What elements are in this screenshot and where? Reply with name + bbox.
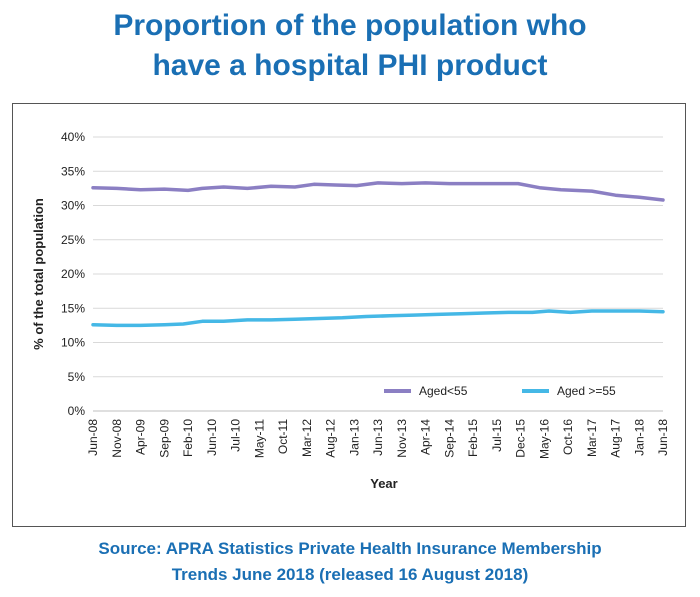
x-tick-label: May-11 bbox=[252, 419, 266, 458]
x-tick-label: Sep-09 bbox=[157, 419, 171, 458]
x-tick-label: Oct-11 bbox=[276, 419, 290, 454]
x-tick-label: Jan-13 bbox=[347, 419, 361, 456]
chart-frame bbox=[12, 103, 686, 527]
series-line-aged-under-55 bbox=[91, 181, 665, 202]
x-tick-label: Jan-18 bbox=[632, 419, 646, 456]
y-tick-label: 20% bbox=[61, 267, 85, 281]
x-tick-label: May-16 bbox=[537, 419, 551, 459]
source-line-2: Trends June 2018 (released 16 August 201… bbox=[171, 565, 529, 584]
x-tick-label: Dec-15 bbox=[514, 419, 528, 458]
x-tick-label: Jun-13 bbox=[371, 419, 385, 456]
x-tick-label: Aug-17 bbox=[609, 419, 623, 458]
x-tick-label: Nov-13 bbox=[395, 419, 409, 458]
x-tick-label: Nov-08 bbox=[110, 419, 124, 458]
x-tick-label: Mar-12 bbox=[300, 419, 314, 457]
y-tick-label: 35% bbox=[61, 164, 85, 178]
y-tick-label: 5% bbox=[68, 370, 86, 384]
y-axis-title: % of the total population bbox=[31, 198, 46, 350]
x-tick-label: Jul-10 bbox=[229, 419, 243, 452]
legend-label: Aged >=55 bbox=[557, 384, 616, 398]
y-tick-label: 0% bbox=[68, 404, 86, 418]
y-tick-label: 15% bbox=[61, 301, 85, 315]
source-note: Source: APRA Statistics Private Health I… bbox=[0, 536, 700, 588]
y-tick-label: 10% bbox=[61, 336, 85, 350]
x-tick-label: Jun-18 bbox=[656, 419, 670, 456]
x-tick-label: Aug-12 bbox=[324, 419, 338, 458]
x-tick-label: Jun-10 bbox=[205, 419, 219, 456]
x-tick-label: Sep-14 bbox=[442, 419, 456, 458]
x-axis-title: Year bbox=[370, 476, 397, 491]
chart-title-line-2: have a hospital PHI product bbox=[152, 49, 548, 82]
x-tick-label: Jun-08 bbox=[86, 419, 100, 456]
chart-title-line-1: Proportion of the population who bbox=[113, 9, 587, 42]
x-tick-label: Apr-14 bbox=[419, 419, 433, 455]
y-tick-label: 30% bbox=[61, 199, 85, 213]
x-tick-label: Jul-15 bbox=[490, 419, 504, 452]
chart-title: Proportion of the population who have a … bbox=[0, 6, 700, 86]
series-line-aged-55-plus bbox=[91, 309, 665, 328]
x-tick-label: Feb-10 bbox=[181, 419, 195, 457]
y-tick-label: 40% bbox=[61, 130, 85, 144]
source-line-1: Source: APRA Statistics Private Health I… bbox=[98, 539, 602, 558]
y-tick-label: 25% bbox=[61, 233, 85, 247]
legend-label: Aged<55 bbox=[419, 384, 468, 398]
x-tick-label: Oct-16 bbox=[561, 419, 575, 455]
x-tick-label: Apr-09 bbox=[134, 419, 148, 455]
x-tick-label: Feb-15 bbox=[466, 419, 480, 457]
x-tick-label: Mar-17 bbox=[585, 419, 599, 457]
